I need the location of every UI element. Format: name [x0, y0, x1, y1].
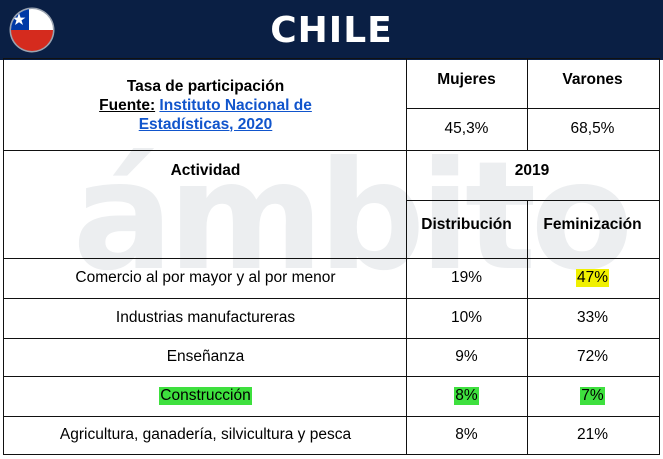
highlighted-value: 47% [575, 269, 610, 287]
table-row-activity: Industrias manufactureras [115, 309, 296, 326]
table-row-distribution: 9% [455, 348, 478, 365]
row-divider [406, 108, 659, 109]
column-divider [406, 59, 407, 454]
row-divider [4, 416, 659, 417]
col-header-women: Mujeres [437, 71, 496, 88]
row-divider [4, 258, 659, 259]
participation-title: Tasa de participación [126, 77, 285, 95]
table-row-feminization: 21% [576, 426, 609, 443]
source-line: Fuente: Instituto Nacional de Estadístic… [56, 96, 356, 134]
page-title: CHILE [270, 9, 393, 51]
table-row-feminization: 47% [527, 258, 658, 298]
column-divider [527, 59, 528, 150]
table-row-activity: Enseñanza [166, 348, 245, 365]
highlighted-value: Construcción [159, 387, 252, 405]
row-divider [4, 338, 659, 339]
table-row-distribution: 8% [406, 376, 527, 416]
col-header-men: Varones [562, 71, 623, 88]
table-row-activity: Comercio al por mayor y al por menor [75, 269, 336, 286]
source-link[interactable]: Instituto Nacional de Estadísticas, 2020 [138, 96, 312, 133]
highlighted-value: 7% [580, 387, 605, 405]
activity-header: Actividad [170, 162, 241, 179]
col-header-feminization: Feminización [543, 216, 642, 233]
row-divider [406, 200, 659, 201]
row-divider [4, 150, 659, 151]
table-row-feminization: 72% [576, 348, 609, 365]
table-row-distribution: 19% [450, 269, 483, 286]
source-label: Fuente: [99, 96, 156, 114]
table-row-distribution: 8% [455, 426, 478, 443]
table-border [3, 58, 660, 455]
women-participation-value: 45,3% [444, 120, 489, 137]
table-row-activity: Construcción [5, 376, 406, 416]
men-participation-value: 68,5% [570, 120, 615, 137]
chile-flag-icon [9, 7, 55, 53]
col-header-distribution: Distribución [421, 216, 512, 233]
participation-title-cell: Tasa de participación Fuente: Instituto … [5, 60, 406, 150]
year-header: 2019 [514, 162, 550, 179]
table-row-feminization: 7% [527, 376, 658, 416]
table-row-feminization: 33% [576, 309, 609, 326]
row-divider [4, 298, 659, 299]
table-row-activity: Agricultura, ganadería, silvicultura y p… [59, 426, 352, 443]
highlighted-value: 8% [454, 387, 479, 405]
table-row-distribution: 10% [450, 309, 483, 326]
column-divider [527, 200, 528, 454]
row-divider [4, 376, 659, 377]
page-header: CHILE [0, 0, 663, 60]
